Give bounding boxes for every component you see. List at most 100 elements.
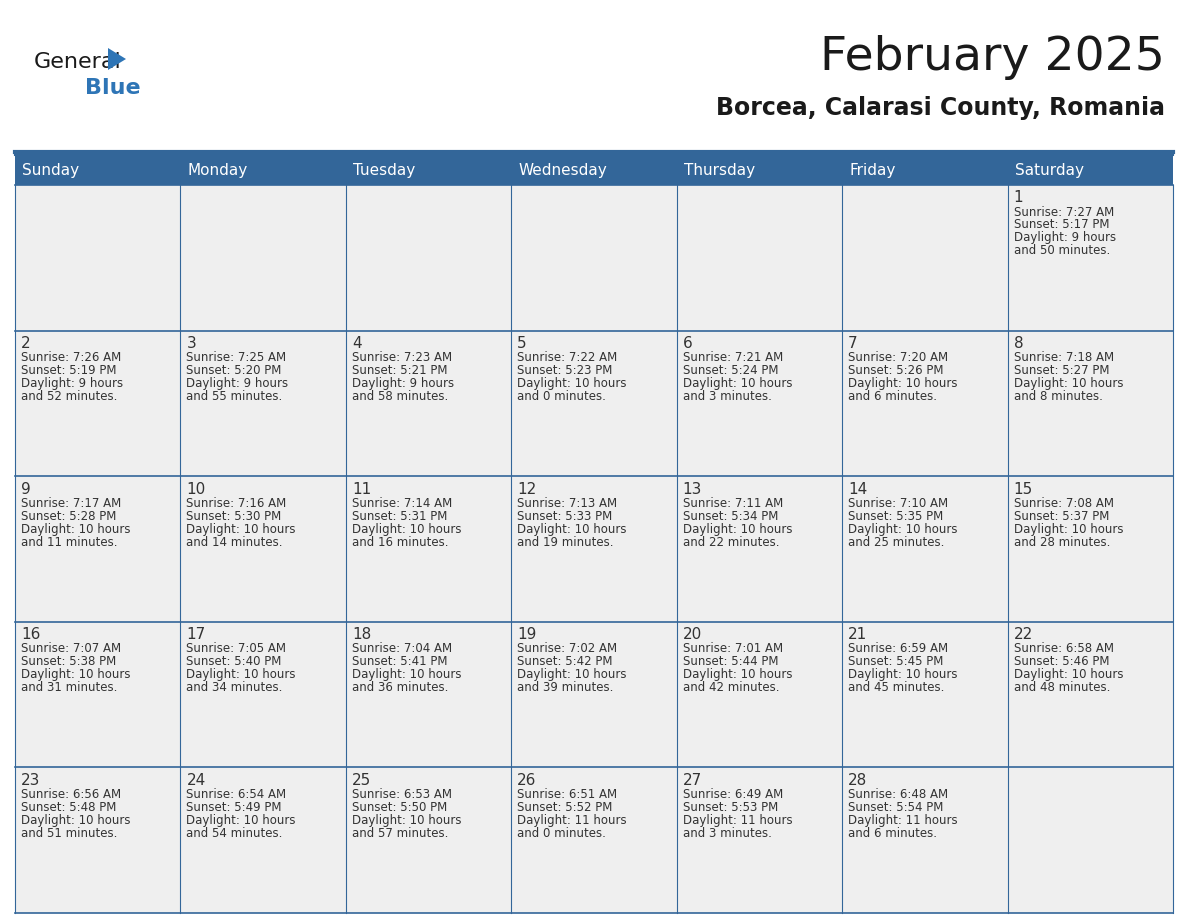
Bar — [15, 185, 1173, 330]
Bar — [15, 155, 1173, 185]
Text: Tuesday: Tuesday — [353, 162, 415, 177]
Text: Sunset: 5:52 PM: Sunset: 5:52 PM — [517, 800, 613, 814]
Text: Sunset: 5:30 PM: Sunset: 5:30 PM — [187, 509, 282, 522]
Text: Sunset: 5:48 PM: Sunset: 5:48 PM — [21, 800, 116, 814]
Text: Sunset: 5:23 PM: Sunset: 5:23 PM — [517, 364, 613, 377]
Text: Sunday: Sunday — [23, 162, 80, 177]
Text: Daylight: 10 hours: Daylight: 10 hours — [187, 668, 296, 681]
Text: Sunset: 5:37 PM: Sunset: 5:37 PM — [1013, 509, 1108, 522]
Text: and 34 minutes.: and 34 minutes. — [187, 681, 283, 694]
Text: 28: 28 — [848, 773, 867, 788]
Text: 8: 8 — [1013, 336, 1023, 351]
Text: Wednesday: Wednesday — [518, 162, 607, 177]
Text: 25: 25 — [352, 773, 371, 788]
Text: and 48 minutes.: and 48 minutes. — [1013, 681, 1110, 694]
Text: Daylight: 10 hours: Daylight: 10 hours — [1013, 377, 1123, 390]
Text: 12: 12 — [517, 482, 537, 497]
Text: Sunrise: 7:07 AM: Sunrise: 7:07 AM — [21, 643, 121, 655]
Text: Friday: Friday — [849, 162, 896, 177]
Bar — [15, 621, 1173, 767]
Text: Sunrise: 7:05 AM: Sunrise: 7:05 AM — [187, 643, 286, 655]
Text: Sunrise: 7:22 AM: Sunrise: 7:22 AM — [517, 351, 618, 364]
Text: Daylight: 10 hours: Daylight: 10 hours — [848, 522, 958, 536]
Text: 1: 1 — [1013, 191, 1023, 206]
Text: and 54 minutes.: and 54 minutes. — [187, 827, 283, 840]
Text: 17: 17 — [187, 627, 206, 643]
Polygon shape — [108, 48, 126, 70]
Text: Sunset: 5:28 PM: Sunset: 5:28 PM — [21, 509, 116, 522]
Text: 6: 6 — [683, 336, 693, 351]
Text: and 50 minutes.: and 50 minutes. — [1013, 244, 1110, 258]
Text: Sunset: 5:46 PM: Sunset: 5:46 PM — [1013, 655, 1110, 668]
Text: 5: 5 — [517, 336, 527, 351]
Text: 18: 18 — [352, 627, 371, 643]
Text: and 0 minutes.: and 0 minutes. — [517, 827, 606, 840]
Text: and 31 minutes.: and 31 minutes. — [21, 681, 118, 694]
Text: and 3 minutes.: and 3 minutes. — [683, 390, 771, 403]
Text: and 58 minutes.: and 58 minutes. — [352, 390, 448, 403]
Text: Sunset: 5:27 PM: Sunset: 5:27 PM — [1013, 364, 1110, 377]
Text: Sunset: 5:50 PM: Sunset: 5:50 PM — [352, 800, 447, 814]
Text: Sunrise: 7:16 AM: Sunrise: 7:16 AM — [187, 497, 286, 509]
Text: and 6 minutes.: and 6 minutes. — [848, 390, 937, 403]
Text: 2: 2 — [21, 336, 31, 351]
Text: Daylight: 10 hours: Daylight: 10 hours — [517, 522, 627, 536]
Text: and 22 minutes.: and 22 minutes. — [683, 536, 779, 549]
Text: Sunrise: 7:14 AM: Sunrise: 7:14 AM — [352, 497, 453, 509]
Text: Daylight: 9 hours: Daylight: 9 hours — [352, 377, 454, 390]
Text: Sunrise: 6:48 AM: Sunrise: 6:48 AM — [848, 788, 948, 800]
Text: Sunrise: 7:20 AM: Sunrise: 7:20 AM — [848, 351, 948, 364]
Text: 10: 10 — [187, 482, 206, 497]
Text: and 16 minutes.: and 16 minutes. — [352, 536, 448, 549]
Text: Daylight: 10 hours: Daylight: 10 hours — [21, 522, 131, 536]
Text: Sunset: 5:53 PM: Sunset: 5:53 PM — [683, 800, 778, 814]
Text: 21: 21 — [848, 627, 867, 643]
Text: Sunrise: 6:56 AM: Sunrise: 6:56 AM — [21, 788, 121, 800]
Text: and 8 minutes.: and 8 minutes. — [1013, 390, 1102, 403]
Text: Sunrise: 7:25 AM: Sunrise: 7:25 AM — [187, 351, 286, 364]
Text: and 57 minutes.: and 57 minutes. — [352, 827, 448, 840]
Text: Saturday: Saturday — [1015, 162, 1083, 177]
Text: Sunset: 5:31 PM: Sunset: 5:31 PM — [352, 509, 447, 522]
Text: General: General — [34, 52, 121, 72]
Text: 16: 16 — [21, 627, 40, 643]
Text: Borcea, Calarasi County, Romania: Borcea, Calarasi County, Romania — [716, 96, 1165, 120]
Text: and 6 minutes.: and 6 minutes. — [848, 827, 937, 840]
Text: 23: 23 — [21, 773, 40, 788]
Text: February 2025: February 2025 — [820, 36, 1165, 81]
Text: 9: 9 — [21, 482, 31, 497]
Text: Daylight: 9 hours: Daylight: 9 hours — [1013, 231, 1116, 244]
Text: and 14 minutes.: and 14 minutes. — [187, 536, 283, 549]
Text: and 3 minutes.: and 3 minutes. — [683, 827, 771, 840]
Text: Sunset: 5:42 PM: Sunset: 5:42 PM — [517, 655, 613, 668]
Text: Sunset: 5:40 PM: Sunset: 5:40 PM — [187, 655, 282, 668]
Text: Sunset: 5:17 PM: Sunset: 5:17 PM — [1013, 218, 1110, 231]
Text: and 45 minutes.: and 45 minutes. — [848, 681, 944, 694]
Text: Sunset: 5:20 PM: Sunset: 5:20 PM — [187, 364, 282, 377]
Text: Daylight: 10 hours: Daylight: 10 hours — [1013, 522, 1123, 536]
Text: Daylight: 10 hours: Daylight: 10 hours — [1013, 668, 1123, 681]
Text: Sunset: 5:54 PM: Sunset: 5:54 PM — [848, 800, 943, 814]
Text: Sunrise: 6:54 AM: Sunrise: 6:54 AM — [187, 788, 286, 800]
Text: Sunset: 5:24 PM: Sunset: 5:24 PM — [683, 364, 778, 377]
Text: and 42 minutes.: and 42 minutes. — [683, 681, 779, 694]
Text: Daylight: 11 hours: Daylight: 11 hours — [848, 814, 958, 827]
Text: Sunset: 5:49 PM: Sunset: 5:49 PM — [187, 800, 282, 814]
Text: and 36 minutes.: and 36 minutes. — [352, 681, 448, 694]
Text: Sunset: 5:19 PM: Sunset: 5:19 PM — [21, 364, 116, 377]
Text: Sunset: 5:35 PM: Sunset: 5:35 PM — [848, 509, 943, 522]
Text: Sunrise: 7:11 AM: Sunrise: 7:11 AM — [683, 497, 783, 509]
Text: Daylight: 10 hours: Daylight: 10 hours — [683, 668, 792, 681]
Text: Sunset: 5:44 PM: Sunset: 5:44 PM — [683, 655, 778, 668]
Text: 24: 24 — [187, 773, 206, 788]
Text: Sunset: 5:33 PM: Sunset: 5:33 PM — [517, 509, 613, 522]
Text: Daylight: 11 hours: Daylight: 11 hours — [683, 814, 792, 827]
Text: Sunrise: 7:18 AM: Sunrise: 7:18 AM — [1013, 351, 1113, 364]
Text: Daylight: 9 hours: Daylight: 9 hours — [187, 377, 289, 390]
Text: Daylight: 10 hours: Daylight: 10 hours — [683, 522, 792, 536]
Text: Sunset: 5:34 PM: Sunset: 5:34 PM — [683, 509, 778, 522]
Bar — [15, 476, 1173, 621]
Text: Sunrise: 6:58 AM: Sunrise: 6:58 AM — [1013, 643, 1113, 655]
Text: Sunset: 5:26 PM: Sunset: 5:26 PM — [848, 364, 943, 377]
Text: Sunrise: 7:21 AM: Sunrise: 7:21 AM — [683, 351, 783, 364]
